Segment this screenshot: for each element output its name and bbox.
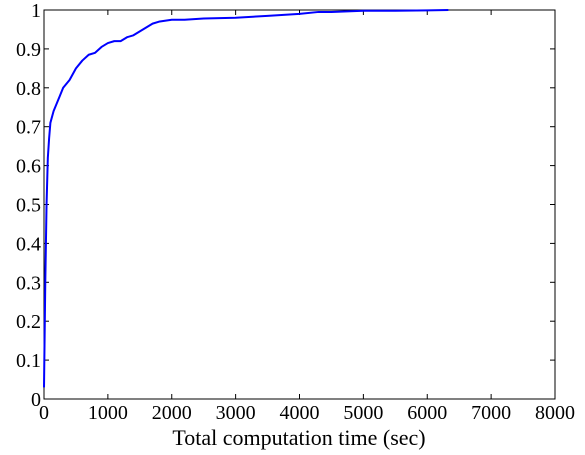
x-axis-label: Total computation time (sec) [172, 425, 425, 450]
series-line-0 [43, 9, 449, 388]
x-tick-label-6: 6000 [407, 402, 447, 424]
x-axis-ticks: 0 1000 2000 3000 4000 5000 6000 7000 8000 [39, 10, 575, 424]
x-tick-label-3: 3000 [216, 402, 256, 424]
y-tick-label-9: 0.9 [16, 39, 41, 61]
y-tick-label-4: 0.4 [16, 233, 41, 255]
y-tick-label-7: 0.7 [16, 117, 41, 139]
series-layer [43, 9, 449, 388]
x-tick-label-8: 8000 [535, 402, 575, 424]
y-tick-label-8: 0.8 [16, 78, 41, 100]
x-tick-label-5: 5000 [343, 402, 383, 424]
y-tick-label-2: 0.2 [16, 311, 41, 333]
x-tick-label-1: 1000 [88, 402, 128, 424]
y-tick-label-10: 1 [31, 0, 41, 22]
x-tick-label-4: 4000 [280, 402, 320, 424]
x-tick-label-0: 0 [39, 402, 49, 424]
y-tick-label-3: 0.3 [16, 272, 41, 294]
y-axis-ticks: 0 0.1 0.2 0.3 0.4 0.5 0.6 0.7 0.8 0.9 1 [16, 0, 555, 411]
plot-area [43, 9, 556, 400]
y-tick-label-5: 0.5 [16, 195, 41, 217]
x-tick-label-7: 7000 [471, 402, 511, 424]
y-tick-label-6: 0.6 [16, 156, 41, 178]
x-tick-label-2: 2000 [152, 402, 192, 424]
y-tick-label-1: 0.1 [16, 350, 41, 372]
y-tick-label-0: 0 [31, 389, 41, 411]
